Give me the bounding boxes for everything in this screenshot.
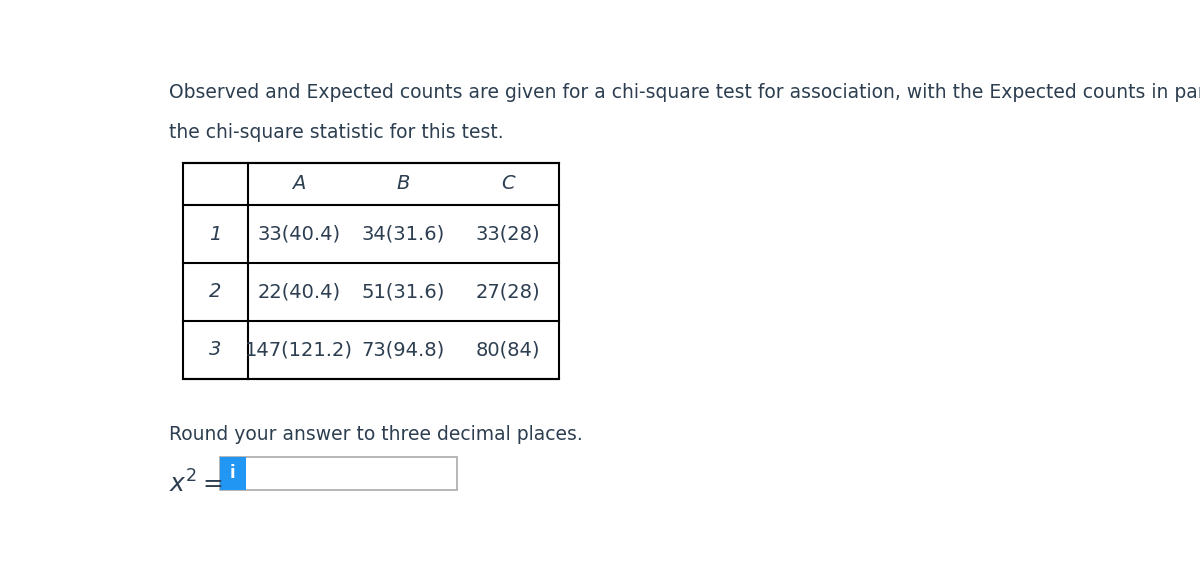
- Text: Round your answer to three decimal places.: Round your answer to three decimal place…: [168, 425, 582, 444]
- Text: i: i: [230, 464, 235, 482]
- Text: 27(28): 27(28): [475, 283, 540, 301]
- Text: A: A: [292, 175, 306, 194]
- Text: the chi-square statistic for this test.: the chi-square statistic for this test.: [168, 123, 503, 142]
- Text: C: C: [502, 175, 515, 194]
- Text: 3: 3: [209, 340, 221, 360]
- FancyBboxPatch shape: [220, 457, 246, 490]
- Text: 33(40.4): 33(40.4): [257, 224, 341, 243]
- Text: 73(94.8): 73(94.8): [362, 340, 445, 360]
- Text: 22(40.4): 22(40.4): [257, 283, 341, 301]
- Text: 51(31.6): 51(31.6): [361, 283, 445, 301]
- FancyBboxPatch shape: [220, 457, 457, 490]
- Text: Observed and Expected counts are given for a chi-square test for association, wi: Observed and Expected counts are given f…: [168, 83, 1200, 102]
- Text: 147(121.2): 147(121.2): [245, 340, 353, 360]
- Text: 33(28): 33(28): [475, 224, 540, 243]
- Text: 34(31.6): 34(31.6): [362, 224, 445, 243]
- Text: 80(84): 80(84): [475, 340, 540, 360]
- Text: $x^2 =$: $x^2 =$: [168, 470, 222, 497]
- Text: 2: 2: [209, 283, 221, 301]
- Text: B: B: [397, 175, 410, 194]
- Text: 1: 1: [209, 224, 221, 243]
